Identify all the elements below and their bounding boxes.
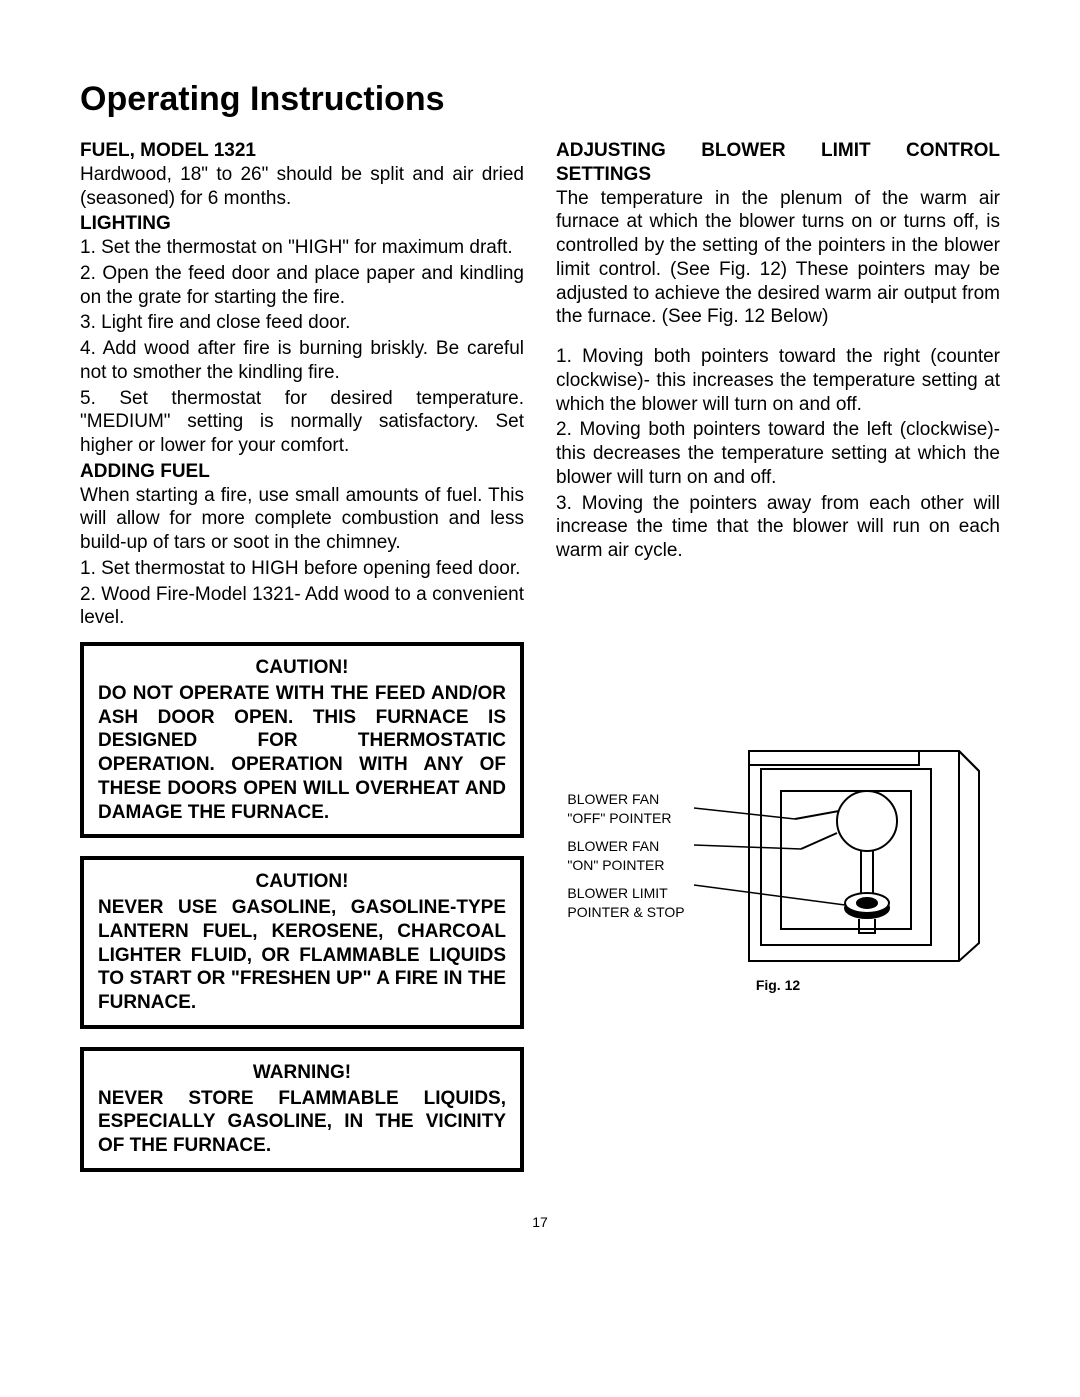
fuel-text: Hardwood, 18" to 26" should be split and…	[80, 163, 524, 211]
adjusting-step-2: 2. Moving both pointers toward the left …	[556, 418, 1000, 489]
label-off-1: BLOWER FAN	[567, 791, 684, 809]
warning-body: NEVER STORE FLAMMABLE LIQUIDS, ESPECIALL…	[98, 1087, 506, 1158]
blower-limit-diagram-icon	[689, 733, 989, 963]
label-on-1: BLOWER FAN	[567, 838, 684, 856]
adjusting-step-3: 3. Moving the pointers away from each ot…	[556, 492, 1000, 563]
caution-box-2: CAUTION! NEVER USE GASOLINE, GASOLINE-TY…	[80, 856, 524, 1029]
page-number: 17	[80, 1214, 1000, 1230]
left-column: FUEL, MODEL 1321 Hardwood, 18" to 26" sh…	[80, 139, 524, 1190]
page: Operating Instructions FUEL, MODEL 1321 …	[0, 0, 1080, 1260]
caution-body-2: NEVER USE GASOLINE, GASOLINE-TYPE LANTER…	[98, 896, 506, 1015]
label-limit-2: POINTER & STOP	[567, 904, 684, 922]
label-on-2: "ON" POINTER	[567, 857, 684, 875]
caution-title-1: CAUTION!	[98, 656, 506, 680]
figure-12: BLOWER FAN "OFF" POINTER BLOWER FAN "ON"…	[556, 733, 1000, 995]
columns: FUEL, MODEL 1321 Hardwood, 18" to 26" sh…	[80, 139, 1000, 1190]
caution-title-2: CAUTION!	[98, 870, 506, 894]
adjusting-step-1: 1. Moving both pointers toward the right…	[556, 345, 1000, 416]
page-title: Operating Instructions	[80, 80, 1000, 119]
lighting-heading: LIGHTING	[80, 213, 171, 234]
lighting-step-4: 4. Add wood after fire is burning briskl…	[80, 337, 524, 385]
figure-caption: Fig. 12	[556, 977, 1000, 995]
adjusting-text: The temperature in the plenum of the war…	[556, 187, 1000, 330]
adjusting-heading: ADJUSTING BLOWER LIMIT CONTROL SETTINGS	[556, 140, 1000, 185]
spacer	[556, 331, 1000, 345]
fuel-heading: FUEL, MODEL 1321	[80, 140, 256, 161]
warning-box: WARNING! NEVER STORE FLAMMABLE LIQUIDS, …	[80, 1047, 524, 1172]
caution-body-1: DO NOT OPERATE WITH THE FEED AND/OR ASH …	[98, 682, 506, 825]
caution-box-1: CAUTION! DO NOT OPERATE WITH THE FEED AN…	[80, 642, 524, 838]
right-column: ADJUSTING BLOWER LIMIT CONTROL SETTINGS …	[556, 139, 1000, 1190]
label-limit-1: BLOWER LIMIT	[567, 885, 684, 903]
lighting-step-3: 3. Light fire and close feed door.	[80, 311, 524, 335]
figure-labels: BLOWER FAN "OFF" POINTER BLOWER FAN "ON"…	[567, 733, 688, 932]
lighting-step-5: 5. Set thermostat for desired temperatur…	[80, 387, 524, 458]
adding-text-2: 1. Set thermostat to HIGH before opening…	[80, 557, 524, 581]
adding-text-1: When starting a fire, use small amounts …	[80, 484, 524, 555]
adding-text-3: 2. Wood Fire-Model 1321- Add wood to a c…	[80, 583, 524, 631]
lighting-step-2: 2. Open the feed door and place paper an…	[80, 262, 524, 310]
lighting-step-1: 1. Set the thermostat on "HIGH" for maxi…	[80, 236, 524, 260]
warning-title: WARNING!	[98, 1061, 506, 1085]
figure-row: BLOWER FAN "OFF" POINTER BLOWER FAN "ON"…	[556, 733, 1000, 963]
adding-fuel-heading: ADDING FUEL	[80, 461, 210, 482]
label-off-2: "OFF" POINTER	[567, 810, 684, 828]
